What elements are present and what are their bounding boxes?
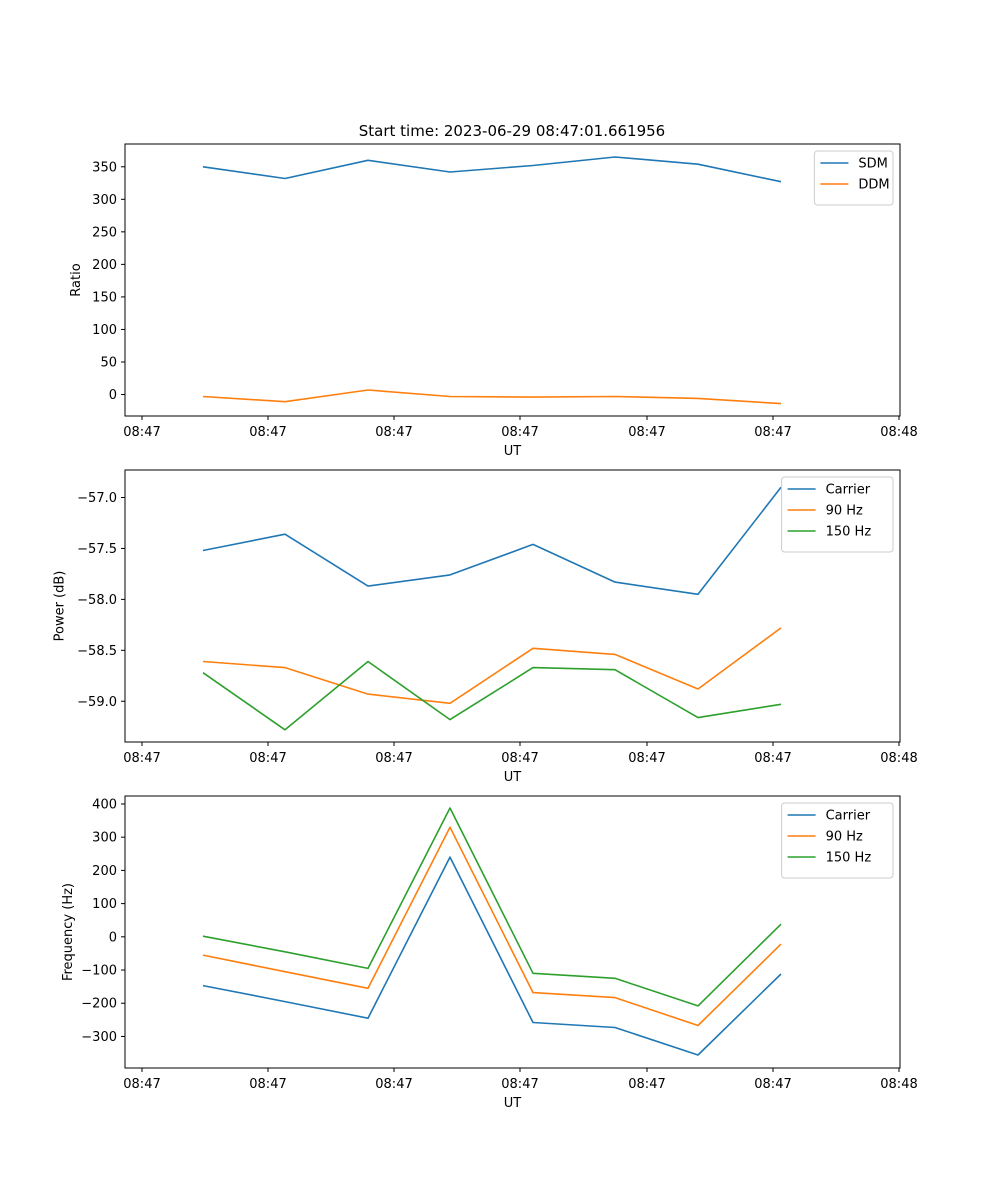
series-line-150-hz [202, 660, 782, 731]
y-tick-label: −59.0 [77, 695, 117, 710]
y-axis-label: Frequency (Hz) [61, 883, 76, 981]
series-line-carrier [202, 856, 782, 1056]
y-tick-label: −57.5 [77, 542, 117, 557]
legend-label: 90 Hz [826, 504, 863, 519]
y-tick-label: 350 [92, 160, 117, 175]
legend-label: Carrier [826, 483, 871, 498]
x-tick-label: 08:47 [754, 751, 791, 766]
legend: Carrier 90 Hz 150 Hz [781, 802, 894, 879]
legend-box [781, 476, 894, 553]
legend: SDM DDM [813, 150, 894, 206]
x-tick-label: 08:47 [375, 751, 412, 766]
x-tick-label: 08:47 [754, 425, 791, 440]
series-line-90-hz [202, 826, 782, 1027]
y-tick-label: 250 [92, 225, 117, 240]
chart-panels: 08:47 08:47 08:47 08:47 08:47 08:47 08:48 0 50 10… [53, 143, 918, 1111]
y-tick-label: 200 [92, 258, 117, 273]
legend-label: 150 Hz [826, 525, 872, 540]
legend-label: Carrier [826, 809, 871, 824]
y-tick-label: −100 [81, 964, 117, 979]
y-tick-label: 50 [100, 355, 117, 370]
x-tick-label: 08:48 [880, 425, 917, 440]
y-tick-label: 400 [92, 797, 117, 812]
y-tick-label: −58.0 [77, 593, 117, 608]
x-tick-label: 08:47 [249, 425, 286, 440]
y-tick-label: 200 [92, 864, 117, 879]
series-line-sdm [202, 156, 782, 183]
series-line-carrier [202, 486, 782, 596]
x-tick-label: 08:47 [501, 1077, 538, 1092]
x-tick-label: 08:47 [628, 751, 665, 766]
x-tick-label: 08:47 [628, 425, 665, 440]
x-tick-label: 08:47 [375, 425, 412, 440]
legend-label: 90 Hz [826, 830, 863, 845]
y-tick-label: 0 [109, 388, 117, 403]
y-axis-label: Power (dB) [53, 571, 68, 642]
legend-label: SDM [858, 157, 887, 172]
legend-box [813, 150, 894, 206]
legend: Carrier 90 Hz 150 Hz [781, 476, 894, 553]
y-tick-label: −300 [81, 1030, 117, 1045]
x-axis-label: UT [504, 1096, 522, 1111]
panel-2: 08:47 08:47 08:47 08:47 08:47 08:47 08:48 −59.0… [53, 469, 918, 785]
x-tick-label: 08:47 [123, 425, 160, 440]
x-tick-label: 08:47 [628, 1077, 665, 1092]
y-tick-label: −58.5 [77, 644, 117, 659]
legend-box [781, 802, 894, 879]
plot-frame [124, 795, 901, 1069]
y-tick-label: 100 [92, 323, 117, 338]
y-tick-label: 150 [92, 290, 117, 305]
y-tick-label: −57.0 [77, 491, 117, 506]
x-tick-label: 08:47 [123, 1077, 160, 1092]
legend-label: DDM [858, 178, 889, 193]
y-tick-label: 300 [92, 831, 117, 846]
x-tick-label: 08:47 [754, 1077, 791, 1092]
panel-3: 08:47 08:47 08:47 08:47 08:47 08:47 08:48 −300 −… [61, 795, 918, 1111]
panel-1: 08:47 08:47 08:47 08:47 08:47 08:47 08:48 0 50 10… [69, 143, 918, 459]
y-tick-label: 100 [92, 897, 117, 912]
series-line-150-hz [202, 807, 782, 1007]
x-tick-label: 08:48 [880, 751, 917, 766]
x-axis-label: UT [504, 444, 522, 459]
legend-label: 150 Hz [826, 851, 872, 866]
chart-title: Start time: 2023-06-29 08:47:01.661956 [359, 122, 665, 140]
y-tick-label: 300 [92, 193, 117, 208]
x-tick-label: 08:47 [249, 751, 286, 766]
y-tick-label: −200 [81, 997, 117, 1012]
series-line-90-hz [202, 627, 782, 705]
series-line-ddm [202, 389, 782, 405]
x-tick-label: 08:48 [880, 1077, 917, 1092]
x-tick-label: 08:47 [501, 751, 538, 766]
x-axis-label: UT [504, 770, 522, 785]
x-tick-label: 08:47 [123, 751, 160, 766]
y-tick-label: 0 [109, 930, 117, 945]
plot-frame [124, 469, 901, 743]
x-tick-label: 08:47 [501, 425, 538, 440]
plot-frame [124, 143, 901, 417]
x-tick-label: 08:47 [249, 1077, 286, 1092]
x-tick-label: 08:47 [375, 1077, 412, 1092]
y-axis-label: Ratio [69, 263, 84, 296]
